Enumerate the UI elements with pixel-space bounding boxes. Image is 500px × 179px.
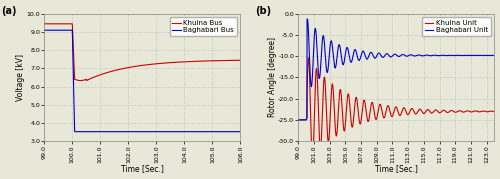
Baghabari Bus: [116, 131, 122, 133]
Khulna Bus: [238, 59, 244, 61]
Khulna Unit: [366, 116, 372, 118]
Khulna Bus: [234, 59, 239, 61]
Text: (b): (b): [255, 6, 272, 16]
Khulna Bus: [64, 23, 70, 25]
Khulna Bus: [212, 60, 218, 62]
Khulna Bus: [116, 68, 122, 70]
Baghabari Bus: [42, 29, 48, 31]
Khulna Unit: [492, 111, 498, 113]
Text: (a): (a): [1, 6, 16, 16]
Khulna Unit: [305, 58, 311, 61]
X-axis label: Time [Sec.]: Time [Sec.]: [375, 165, 418, 173]
Khulna Unit: [310, 158, 316, 161]
Line: Baghabari Unit: Baghabari Unit: [298, 19, 494, 120]
Y-axis label: Rotor Angle [degree]: Rotor Angle [degree]: [268, 37, 277, 117]
Baghabari Unit: [451, 54, 457, 57]
Khulna Unit: [441, 109, 447, 111]
Legend: Khulna Bus, Baghabari Bus: Khulna Bus, Baghabari Bus: [170, 17, 237, 36]
Khulna Unit: [412, 112, 418, 114]
Line: Khulna Bus: Khulna Bus: [44, 24, 240, 81]
Baghabari Unit: [492, 54, 498, 57]
Khulna Bus: [42, 23, 48, 25]
Baghabari Unit: [296, 119, 302, 121]
Baghabari Bus: [64, 29, 70, 31]
Khulna Unit: [306, 57, 312, 59]
Line: Khulna Unit: Khulna Unit: [298, 58, 494, 159]
Khulna Unit: [451, 111, 457, 113]
Khulna Bus: [78, 79, 84, 82]
Baghabari Unit: [412, 55, 418, 57]
Khulna Unit: [420, 112, 426, 114]
Baghabari Bus: [212, 131, 218, 133]
Khulna Bus: [76, 79, 82, 81]
Baghabari Unit: [305, 26, 311, 28]
Legend: Khulna Unit, Baghabari Unit: Khulna Unit, Baghabari Unit: [422, 17, 491, 36]
Baghabari Bus: [72, 131, 78, 133]
Baghabari Bus: [76, 131, 82, 133]
Baghabari Bus: [234, 131, 239, 133]
X-axis label: Time [Sec.]: Time [Sec.]: [121, 164, 164, 173]
Baghabari Bus: [125, 131, 131, 133]
Baghabari Bus: [238, 131, 244, 133]
Baghabari Unit: [304, 18, 310, 20]
Khulna Bus: [125, 67, 131, 69]
Baghabari Unit: [440, 54, 446, 56]
Line: Baghabari Bus: Baghabari Bus: [44, 30, 240, 132]
Baghabari Unit: [366, 53, 372, 55]
Khulna Unit: [296, 119, 302, 121]
Y-axis label: Voltage [kV]: Voltage [kV]: [16, 54, 25, 101]
Baghabari Unit: [420, 55, 426, 57]
